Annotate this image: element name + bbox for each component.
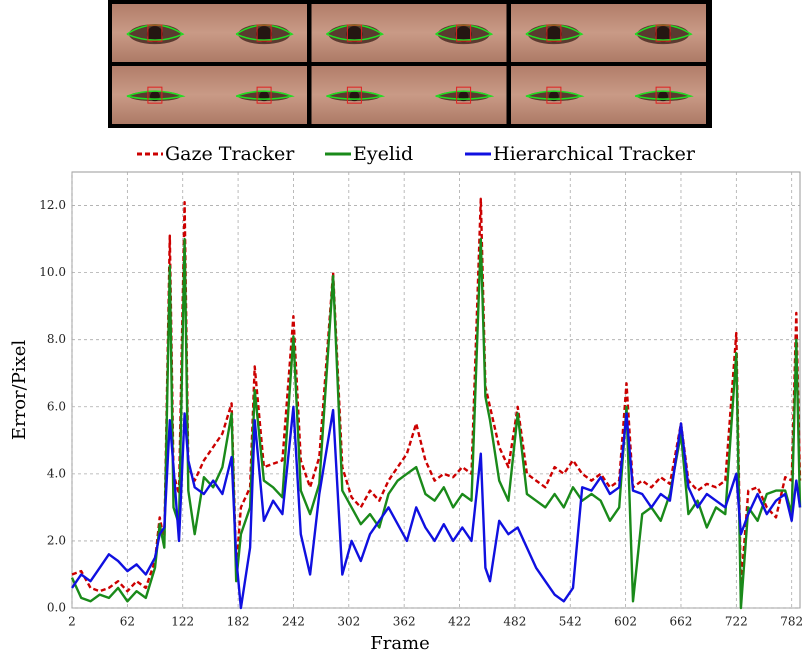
y-axis-label: Error/Pixel [9, 340, 30, 441]
x-tick-label: 662 [670, 615, 693, 629]
y-tick-label: 6.0 [47, 399, 66, 413]
x-tick-label: 722 [725, 615, 748, 629]
x-tick-label: 242 [282, 615, 305, 629]
legend-label: Eyelid [353, 143, 413, 165]
legend-label: Gaze Tracker [165, 143, 295, 165]
legend-label: Hierarchical Tracker [493, 143, 696, 165]
y-tick-label: 0.0 [47, 601, 66, 615]
y-tick-label: 10.0 [39, 265, 66, 279]
x-tick-label: 542 [559, 615, 582, 629]
y-tick-label: 2.0 [47, 533, 66, 547]
eye-photo-strip [108, 0, 712, 128]
x-tick-label: 782 [780, 615, 803, 629]
x-tick-label: 422 [448, 615, 471, 629]
x-tick-label: 62 [120, 615, 135, 629]
y-tick-label: 12.0 [39, 198, 66, 212]
y-tick-label: 4.0 [47, 466, 66, 480]
x-tick-label: 602 [614, 615, 637, 629]
y-tick-label: 8.0 [47, 332, 66, 346]
x-axis-label: Frame [370, 633, 430, 654]
x-tick-label: 362 [393, 615, 416, 629]
chart: Gaze Tracker Eyelid Hierarchical Tracker F… [0, 0, 803, 657]
x-tick-label: 2 [68, 615, 76, 629]
x-tick-label: 482 [503, 615, 526, 629]
x-tick-label: 302 [337, 615, 360, 629]
legend: Gaze Tracker Eyelid Hierarchical Tracker [137, 143, 696, 165]
x-tick-label: 122 [171, 615, 194, 629]
x-tick-label: 182 [227, 615, 250, 629]
